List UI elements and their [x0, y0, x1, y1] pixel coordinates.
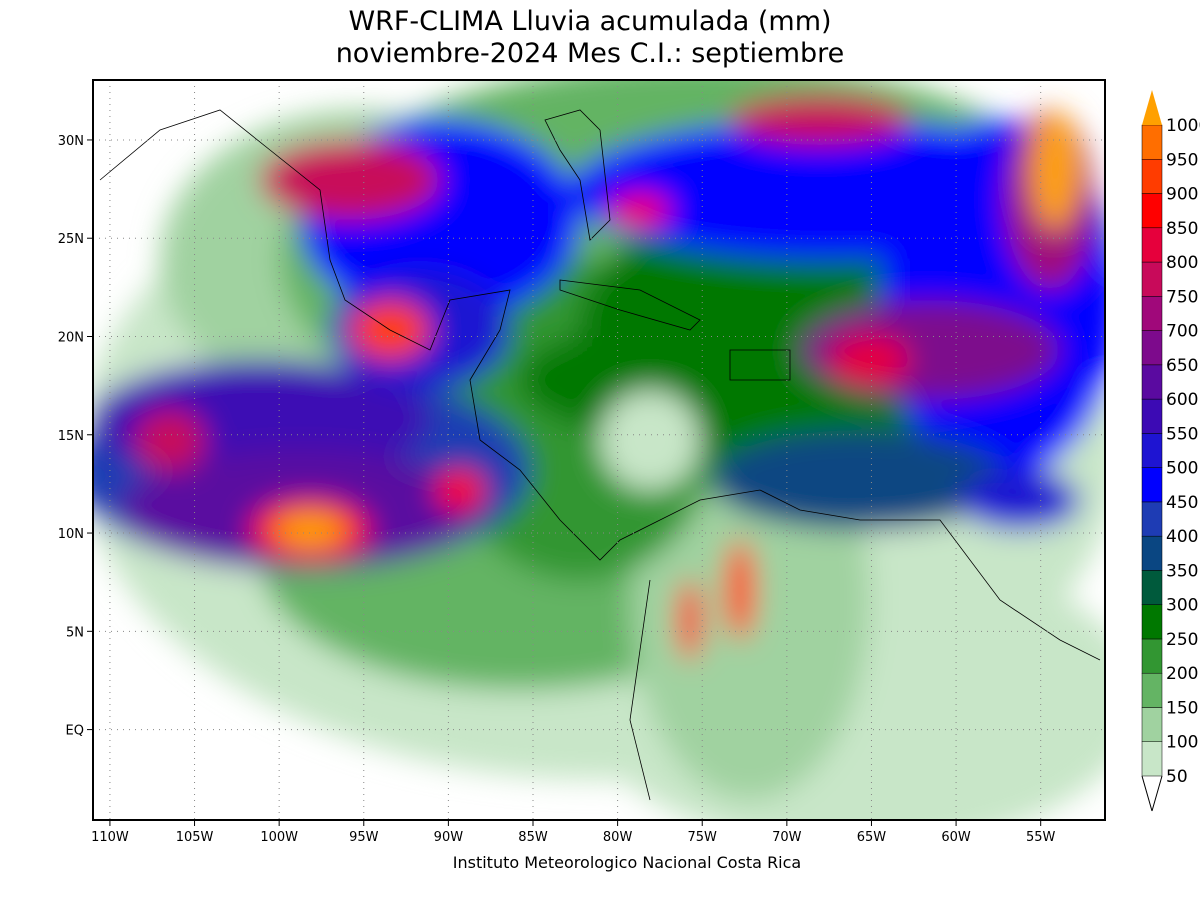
colorbar-over — [1142, 90, 1162, 125]
colorbar-box — [1141, 707, 1163, 742]
colorbar-under — [1141, 775, 1163, 812]
colorbar-label: 400 — [1166, 527, 1198, 547]
colorbar-label: 350 — [1166, 561, 1198, 581]
lon-tick-label: 95W — [349, 830, 379, 845]
colorbar-box — [1141, 261, 1163, 297]
lon-tick-label: 65W — [857, 830, 887, 845]
footer: Instituto Meteorologico Nacional Costa R… — [453, 853, 801, 872]
rain-blob — [710, 430, 1010, 530]
colorbar-box — [1141, 501, 1163, 537]
colorbar: 50 100 150 200 250 300 350 400 450 500 550 600 650 70… — [1141, 90, 1200, 812]
lon-tick-label: 60W — [941, 830, 971, 845]
lon-tick-label: 90W — [434, 830, 464, 845]
colorbar-box — [1141, 535, 1163, 571]
lon-tick-label: 85W — [518, 830, 548, 845]
rain-blob — [135, 410, 205, 470]
lon-tick-label: 75W — [688, 830, 718, 845]
rain-blob — [260, 140, 440, 220]
colorbar-label: 800 — [1166, 253, 1198, 273]
lat-tick-label: 25N — [58, 232, 84, 247]
colorbar-box — [1141, 159, 1163, 194]
colorbar-label: 700 — [1166, 322, 1198, 342]
lon-tick-label: 105W — [176, 830, 214, 845]
rain-blob — [600, 390, 700, 490]
rain-blob — [275, 512, 345, 548]
colorbar-label: 200 — [1166, 664, 1198, 684]
colorbar-label: 50 — [1166, 767, 1188, 787]
colorbar-box — [1141, 638, 1163, 674]
colorbar-box — [1141, 227, 1163, 263]
rain-blob — [678, 580, 702, 660]
rain-blob — [610, 195, 670, 225]
rain-blob — [730, 95, 910, 145]
colorbar-label: 950 — [1166, 150, 1198, 170]
colorbar-label: 750 — [1166, 287, 1198, 307]
lat-tick-label: EQ — [66, 724, 84, 739]
colorbar-box — [1141, 570, 1163, 605]
title: WRF-CLIMA Lluvia acumulada (mm) — [348, 6, 831, 37]
coastline — [99, 109, 1101, 801]
colorbar-box — [1141, 398, 1163, 434]
colorbar-box — [1141, 741, 1163, 777]
colorbar-box — [1141, 604, 1163, 640]
lat-tick-label: 10N — [58, 527, 84, 542]
colorbar-box — [1141, 296, 1163, 331]
colorbar-label: 1000 — [1166, 116, 1200, 136]
colorbar-label: 100 — [1166, 733, 1198, 753]
lon-tick-label: 55W — [1026, 830, 1056, 845]
lat-tick-label: 15N — [58, 429, 84, 444]
colorbar-label: 650 — [1166, 356, 1198, 376]
rain-blob — [830, 335, 910, 385]
colorbar-label: 600 — [1166, 390, 1198, 410]
colorbar-label: 450 — [1166, 493, 1198, 513]
lat-tick-label: 30N — [58, 134, 84, 149]
colorbar-box — [1141, 467, 1163, 503]
lat-tick-label: 20N — [58, 330, 84, 345]
rain-blobs — [93, 80, 1105, 820]
rain-blob — [960, 470, 1080, 530]
colorbar-box — [1141, 433, 1163, 468]
colorbar-box — [1141, 193, 1163, 229]
lon-tick-label: 100W — [260, 830, 298, 845]
colorbar-label: 550 — [1166, 424, 1198, 444]
colorbar-label: 300 — [1166, 596, 1198, 616]
lon-tick-label: 110W — [91, 830, 129, 845]
plot-frame — [92, 79, 1106, 821]
colorbar-label: 850 — [1166, 219, 1198, 239]
colorbar-label: 150 — [1166, 698, 1198, 718]
colorbar-box — [1141, 124, 1163, 160]
colorbar-box — [1141, 672, 1163, 708]
subtitle: noviembre-2024 Mes C.I.: septiembre — [336, 38, 845, 69]
colorbar-label: 250 — [1166, 630, 1198, 650]
lat-tick-label: 5N — [66, 625, 84, 640]
colorbar-label: 900 — [1166, 185, 1198, 205]
rain-blob — [725, 540, 755, 640]
colorbar-box — [1141, 364, 1163, 400]
rain-blob — [1030, 110, 1080, 230]
colorbar-label: 500 — [1166, 459, 1198, 479]
lon-tick-label: 70W — [772, 830, 802, 845]
rain-field — [93, 80, 1105, 820]
colorbar-box — [1141, 330, 1163, 366]
rain-blob — [435, 470, 485, 510]
grid: 110W 105W 100W 95W 90W 85W 80W 75W 70W 65W 60W 55W E… — [58, 80, 1105, 845]
lon-tick-label: 80W — [603, 830, 633, 845]
